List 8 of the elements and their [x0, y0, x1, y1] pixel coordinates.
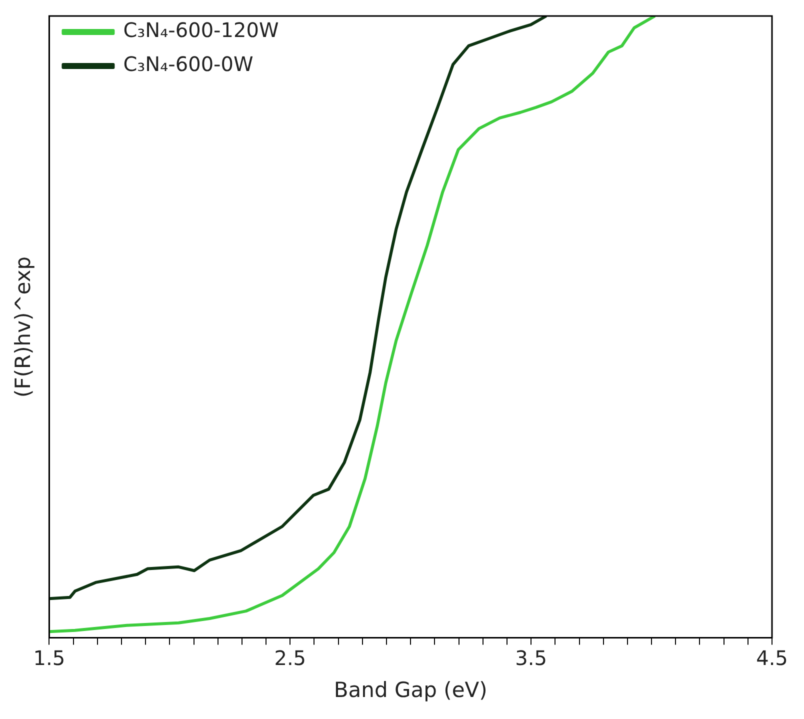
- x-tick-label: 1.5: [33, 646, 66, 670]
- x-tick-label: 3.5: [515, 646, 547, 670]
- x-tick-label: 4.5: [756, 646, 788, 670]
- legend-label: C₃N₄-600-0W: [123, 52, 254, 76]
- y-axis-title: (F(R)hv)^exp: [11, 256, 36, 398]
- x-axis-title: Band Gap (eV): [334, 678, 488, 702]
- legend-label: C₃N₄-600-120W: [123, 18, 279, 42]
- x-tick-label: 2.5: [274, 646, 306, 670]
